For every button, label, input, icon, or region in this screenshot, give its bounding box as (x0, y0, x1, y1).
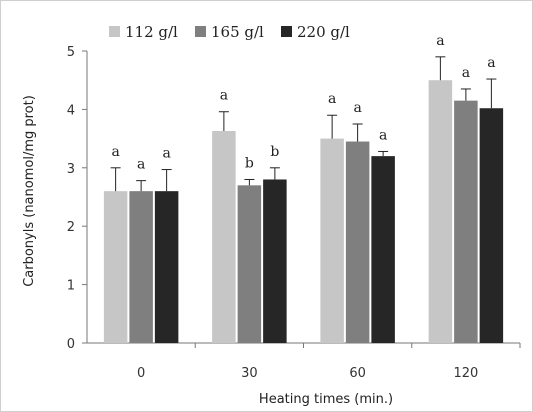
bar (454, 100, 478, 343)
x-tick-label: 30 (241, 366, 258, 381)
significance-label: a (436, 33, 444, 49)
legend-entry: 165 g/l (211, 23, 264, 41)
plot-area: 0 1 2 3 4 5 0 a a a 30 a bb 60 a a a 120 a a a (67, 33, 521, 381)
bar (428, 80, 453, 343)
legend-swatch (109, 26, 120, 37)
x-axis-title: Heating times (min.) (259, 392, 393, 407)
significance-label: a (137, 157, 145, 173)
significance-label: a (379, 127, 387, 143)
bar (320, 138, 344, 343)
significance-label: b (270, 144, 279, 160)
y-tick-label: 0 (67, 337, 75, 352)
significance-label: a (353, 100, 361, 116)
legend: 112 g/l 165 g/l 220 g/l (109, 23, 350, 41)
x-tick-label: 60 (349, 366, 366, 381)
y-tick-label: 2 (67, 220, 75, 235)
significance-label: a (220, 88, 228, 104)
bar (212, 131, 236, 343)
bar (154, 191, 179, 343)
y-tick-label: 5 (67, 45, 75, 60)
bar (371, 156, 395, 343)
bar (237, 185, 262, 343)
legend-swatch (281, 26, 292, 37)
bar (263, 179, 287, 343)
bar (345, 141, 370, 343)
bar (129, 191, 153, 343)
significance-label: a (111, 144, 119, 160)
significance-label: a (162, 146, 170, 162)
significance-label: b (245, 155, 254, 171)
legend-swatch (195, 26, 206, 37)
legend-entry: 112 g/l (125, 23, 178, 41)
y-tick-label: 3 (67, 162, 75, 177)
bar (479, 108, 504, 344)
legend-entry: 220 g/l (297, 23, 350, 41)
significance-label: a (487, 55, 495, 71)
y-axis-title: Carbonyls (nanomol/mg prot) (22, 95, 37, 287)
x-tick-label: 0 (137, 366, 145, 381)
significance-label: a (328, 91, 336, 107)
x-tick-label: 120 (453, 366, 478, 381)
bar (103, 191, 128, 343)
y-tick-label: 1 (67, 279, 75, 294)
y-tick-label: 4 (67, 103, 75, 118)
significance-label: a (462, 65, 470, 81)
